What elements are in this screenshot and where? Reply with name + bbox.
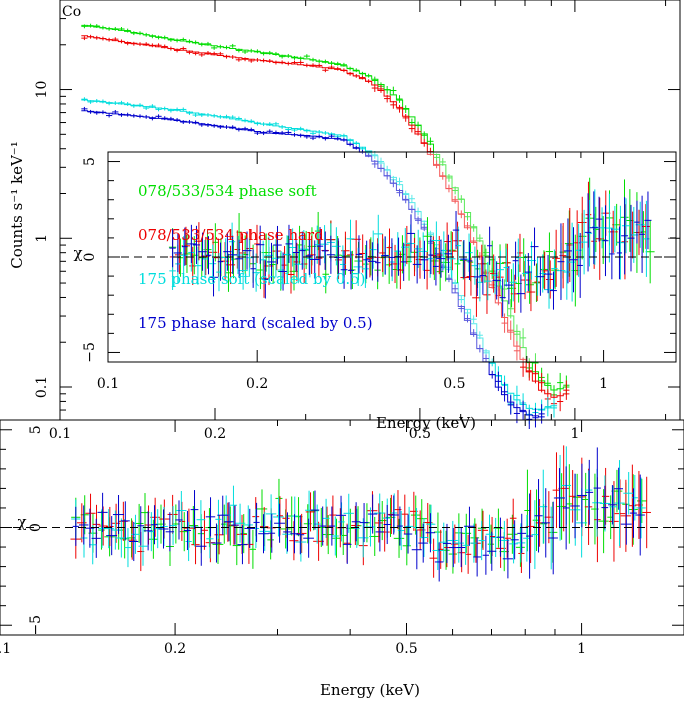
y-tick-label: 0.1 (34, 376, 50, 398)
x-tick-label: 0.2 (246, 376, 268, 392)
residual-series-3 (169, 191, 652, 317)
main-x-axis-label: Energy (keV) (376, 414, 476, 432)
x-tick-label: 1 (599, 376, 608, 392)
legend-entry: 175 phase soft (scaled by 0.5) (138, 270, 366, 288)
x-tick-label: 0.5 (395, 641, 417, 657)
series-3 (81, 106, 545, 430)
y-tick-label: −5 (28, 615, 44, 636)
legend: 078/533/534 phase soft 078/533/534 phase … (138, 182, 373, 332)
model-curve (81, 99, 558, 411)
residual-series-3 (72, 447, 645, 582)
series-2 (81, 97, 558, 425)
axes-frame (0, 419, 684, 636)
x-tick-label: 0.2 (204, 426, 226, 442)
inset-y-axis-label: χ (73, 244, 82, 262)
residual-series-2 (71, 446, 646, 571)
x-tick-label: 0.2 (164, 641, 186, 657)
legend-entry: 078/533/534 phase hard (138, 226, 324, 244)
x-tick-label: 0.5 (409, 426, 431, 442)
residual-series-1 (169, 181, 650, 317)
legend-entry: 078/533/534 phase soft (138, 182, 317, 200)
inset-axes: 0.1 0.2 0.5 1 5 0 −5 (82, 151, 677, 392)
inset-panel: 0.1 0.2 0.5 150−5 χ 078/533/534 phase soft0… (73, 151, 677, 392)
main-data-layer (81, 23, 570, 430)
x-tick-label: 0.5 (443, 376, 465, 392)
y-tick-label: 5 (82, 157, 98, 166)
y-tick-label: 5 (28, 425, 44, 434)
x-tick-label: 1 (577, 641, 586, 657)
y-tick-label: 0 (28, 523, 44, 532)
model-curve (81, 110, 545, 418)
y-tick-label: 10 (34, 81, 50, 99)
main-y-axis-label: Counts s⁻¹ keV⁻¹ (8, 141, 26, 268)
bottom-panel: 0.1 0.2 0.5 1 5 0 −5 χ Energy (keV) (0, 419, 684, 699)
y-tick-label: 1 (34, 234, 50, 243)
x-tick-label: 0.1 (0, 641, 11, 657)
inset-data-layer (168, 177, 655, 317)
bottom-data-layer (70, 445, 651, 582)
legend-entry: 175 phase hard (scaled by 0.5) (138, 314, 373, 332)
y-tick-label: −5 (82, 342, 98, 363)
bottom-axes: 0.1 0.2 0.5 1 5 0 −5 (0, 419, 684, 657)
title-fragment: Co (62, 4, 81, 20)
x-tick-label: 1 (570, 426, 579, 442)
x-tick-label: 0.1 (49, 426, 71, 442)
x-tick-label: 0.1 (97, 376, 119, 392)
bottom-x-axis-label: Energy (keV) (320, 681, 420, 699)
bottom-y-axis-label: χ (17, 513, 26, 531)
y-tick-label: 0 (82, 253, 98, 262)
model-curve (81, 24, 570, 391)
